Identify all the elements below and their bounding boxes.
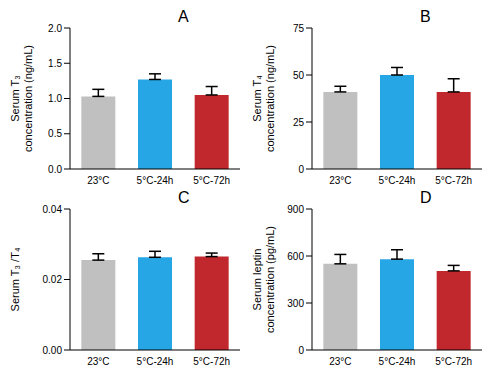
svg-text:5°C-24h: 5°C-24h <box>137 356 174 367</box>
svg-text:23°C: 23°C <box>329 356 351 367</box>
svg-text:2.0: 2.0 <box>48 23 62 34</box>
svg-text:5°C-24h: 5°C-24h <box>379 175 416 186</box>
svg-text:Serum T₄: Serum T₄ <box>251 75 263 122</box>
svg-text:5°C-72h: 5°C-72h <box>435 175 472 186</box>
svg-text:1.0: 1.0 <box>48 93 62 104</box>
svg-text:5°C-24h: 5°C-24h <box>379 356 416 367</box>
svg-text:23°C: 23°C <box>87 175 109 186</box>
svg-text:concentration (ng/mL): concentration (ng/mL) <box>22 45 34 152</box>
html-text:C: C <box>178 189 190 206</box>
svg-text:25: 25 <box>293 117 305 128</box>
svg-text:0: 0 <box>298 164 304 175</box>
html-text:B: B <box>420 8 431 25</box>
svg-text:600: 600 <box>287 251 304 262</box>
svg-text:5°C-72h: 5°C-72h <box>193 175 230 186</box>
svg-text:0.0: 0.0 <box>48 164 62 175</box>
svg-text:concentration (pg/mL): concentration (pg/mL) <box>264 226 276 333</box>
svg-text:0.5: 0.5 <box>48 128 62 139</box>
svg-text:Serum T₃ /T₄: Serum T₃ /T₄ <box>9 247 21 311</box>
svg-text:0: 0 <box>298 345 304 356</box>
svg-text:0.00: 0.00 <box>43 345 63 356</box>
svg-text:Serum leptin: Serum leptin <box>251 249 263 311</box>
svg-text:75: 75 <box>293 23 305 34</box>
svg-text:50: 50 <box>293 70 305 81</box>
html-text:D: D <box>420 189 432 206</box>
svg-text:5°C-24h: 5°C-24h <box>137 175 174 186</box>
svg-text:23°C: 23°C <box>87 356 109 367</box>
svg-text:concentration (ng/mL): concentration (ng/mL) <box>264 45 276 152</box>
svg-text:1.5: 1.5 <box>48 58 62 69</box>
svg-text:5°C-72h: 5°C-72h <box>193 356 230 367</box>
svg-text:900: 900 <box>287 204 304 215</box>
html-text:A: A <box>178 8 189 25</box>
svg-text:0.04: 0.04 <box>43 204 63 215</box>
svg-text:Serum T₃: Serum T₃ <box>9 75 21 121</box>
svg-text:5°C-72h: 5°C-72h <box>435 356 472 367</box>
svg-text:23°C: 23°C <box>329 175 351 186</box>
svg-text:300: 300 <box>287 298 304 309</box>
svg-text:0.02: 0.02 <box>43 274 63 285</box>
